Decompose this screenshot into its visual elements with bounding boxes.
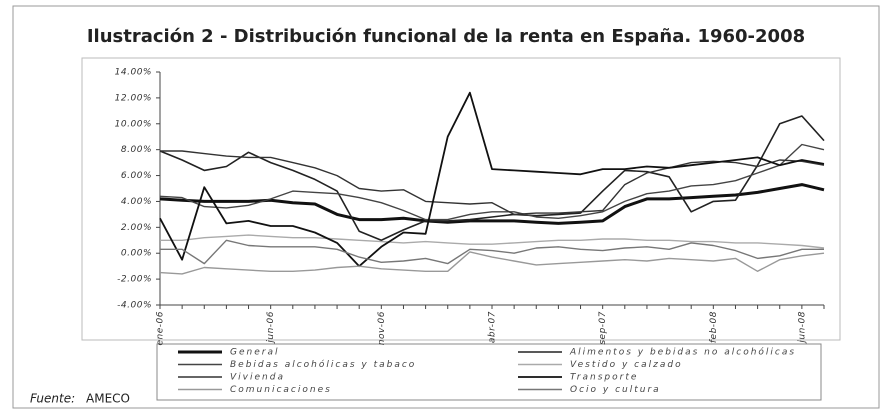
legend-label: Comunicaciones bbox=[230, 385, 332, 395]
source-text: AMECO bbox=[86, 392, 130, 406]
outer-frame bbox=[12, 5, 880, 409]
y-tick-label: 14.00% bbox=[115, 68, 152, 78]
series-line bbox=[159, 115, 825, 242]
x-tick-label: jun-08 bbox=[797, 311, 807, 345]
series-line bbox=[159, 183, 825, 225]
series-line bbox=[160, 234, 825, 249]
x-tick-label: jun-06 bbox=[266, 311, 276, 345]
x-tick-label: feb-08 bbox=[709, 311, 719, 343]
legend-label: Transporte bbox=[570, 373, 638, 383]
source-label: Fuente: bbox=[30, 392, 75, 406]
y-tick-label: 8.00% bbox=[121, 145, 152, 155]
y-tick-label: 10.00% bbox=[115, 119, 152, 129]
legend-frame bbox=[156, 343, 822, 401]
y-tick-label: -4.00% bbox=[117, 301, 152, 311]
x-tick-label: nov-06 bbox=[377, 311, 387, 345]
chart-frame bbox=[81, 57, 841, 341]
y-tick-label: 2.00% bbox=[121, 223, 152, 233]
legend-label: Alimentos y bebidas no alcohólicas bbox=[569, 347, 796, 358]
legend-label: Bebidas alcohólicas y tabaco bbox=[230, 359, 416, 370]
series-line bbox=[159, 91, 825, 268]
x-tick-label: ene-06 bbox=[156, 311, 166, 345]
legend-label: Vestido y calzado bbox=[570, 360, 683, 370]
series-line bbox=[160, 239, 824, 265]
chart-title: Ilustración 2 - Distribución funcional d… bbox=[87, 26, 805, 47]
y-tick-label: 0.00% bbox=[121, 249, 152, 259]
x-tick-label: sep-07 bbox=[598, 311, 608, 345]
legend-label: Ocio y cultura bbox=[570, 385, 661, 395]
series-line bbox=[159, 251, 825, 275]
series-line bbox=[160, 150, 825, 216]
y-tick-label: 4.00% bbox=[121, 197, 152, 207]
x-tick-label: abr-07 bbox=[488, 311, 498, 343]
legend-label: General bbox=[230, 348, 279, 358]
y-tick-label: 12.00% bbox=[115, 93, 152, 103]
y-tick-label: 6.00% bbox=[121, 171, 152, 181]
series-line bbox=[159, 143, 825, 221]
y-tick-label: -2.00% bbox=[117, 275, 152, 285]
legend-label: Vivienda bbox=[230, 373, 285, 383]
